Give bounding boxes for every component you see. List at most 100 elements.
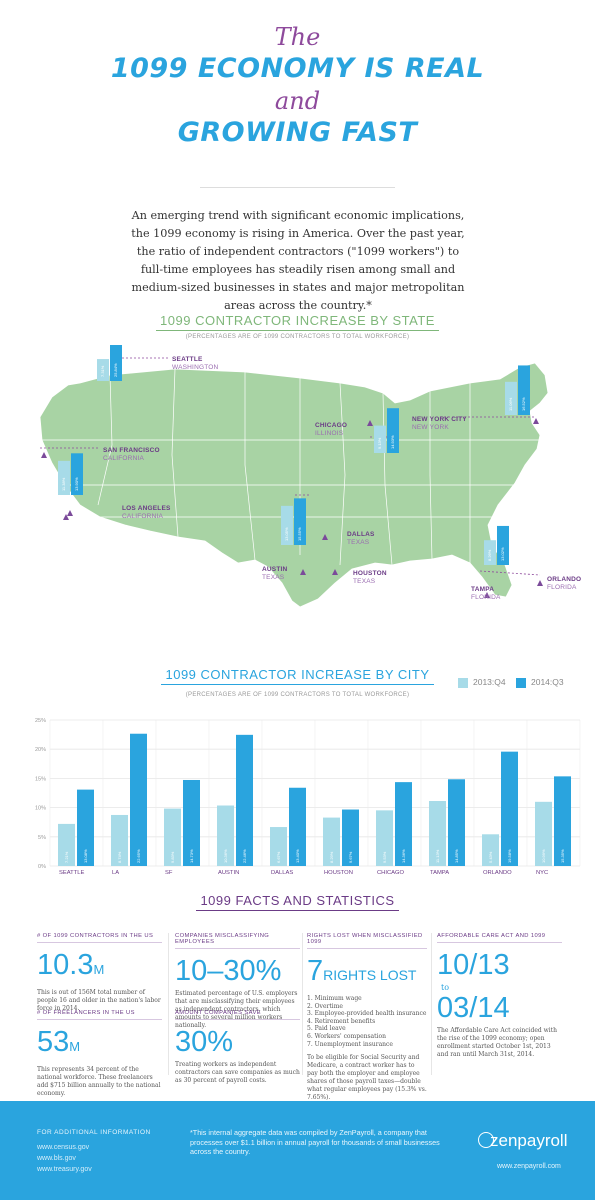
state-bar-2013 [281, 505, 293, 545]
state-bar-2013 [58, 460, 70, 495]
fact-description: Treating workers as independent contract… [175, 1061, 300, 1084]
state-section-title: 1099 CONTRACTOR INCREASE BY STATE [0, 313, 595, 331]
footer-link-bls[interactable]: www.bls.gov [37, 1155, 76, 1162]
city-bar [554, 776, 571, 866]
state-name: FLORIDA [471, 594, 501, 601]
city-bar [289, 787, 306, 866]
rights-list-item: 6. Workers' compensation [307, 1032, 386, 1040]
city-bar-value-label: 8.74% [117, 851, 122, 863]
header: The 1099 ECONOMY IS REAL and GROWING FAS… [0, 22, 595, 150]
map-label-orlando: ORLANDO FLORIDA [547, 576, 581, 592]
city-labels: 7.21% 13.08% SEATTLE 8.74% 22.65% LA 9.83% 14.7… [59, 849, 565, 876]
city-category-label: NYC [536, 870, 548, 876]
city-category-label: DALLAS [271, 870, 293, 876]
city-category-label: AUSTIN [218, 870, 239, 876]
state-section-subtitle: (PERCENTAGES ARE OF 1099 CONTRACTORS TO … [185, 334, 410, 340]
city-bar-value-label: 5.43% [488, 851, 493, 863]
footer-link-treasury[interactable]: www.treasury.gov [37, 1166, 92, 1173]
fact-freelancers: # OF FREELANCERS IN THE US 53M This repr… [37, 1010, 162, 1098]
map-label-dallas: DALLAS TEXAS [347, 531, 375, 547]
state-bar-label: 11.38% [61, 477, 66, 491]
map-label-los-angeles: LOS ANGELES CALIFORNIA [122, 505, 171, 521]
city-bar-value-label: 13.40% [295, 849, 300, 863]
footer-url[interactable]: www.zenpayroll.com [497, 1163, 561, 1170]
legend-label-2013: 2013:Q4 [473, 677, 506, 687]
rights-list-item: 2. Overtime [307, 1002, 343, 1010]
header-divider [200, 187, 395, 188]
state-bar-2014 [294, 498, 306, 545]
city-bar-value-label: 9.83% [170, 851, 175, 863]
state-bar-label: 13.05% [284, 527, 289, 541]
city-category-label: SF [165, 870, 173, 876]
city-category-label: TAMPA [430, 870, 449, 876]
fact-description: The Affordable Care Act coincided with t… [437, 1027, 557, 1058]
footer-link-census[interactable]: www.census.gov [37, 1144, 90, 1151]
city-section-subtitle: (PERCENTAGES ARE OF 1099 CONTRACTORS TO … [185, 692, 410, 698]
fact-aca: AFFORDABLE CARE ACT AND 1099 10/13 to 03… [437, 933, 562, 1059]
map-label-chicago: CHICAGO ILLINOIS [315, 422, 347, 438]
map-label-san-francisco: SAN FRANCISCO CALIFORNIA [103, 447, 160, 463]
legend-2014: 2014:Q3 [516, 677, 564, 688]
logo-ring-icon [478, 1132, 494, 1148]
fact-description: This is out of 156M total number of peop… [37, 989, 161, 1012]
map-label-seattle: SEATTLE WASHINGTON [172, 356, 218, 372]
rights-list-item: 3. Employee-provided health insurance [307, 1010, 427, 1018]
legend-swatch-2013 [458, 677, 468, 688]
city-bar-value-label: 14.36% [401, 849, 406, 863]
city-name: LOS ANGELES [122, 505, 171, 512]
map-marker-icon [67, 510, 73, 516]
fact-number: 7RIGHTS LOST [307, 955, 427, 991]
state-bar-2014 [518, 365, 530, 415]
y-tick-label: 5% [38, 835, 46, 841]
us-map: 7.31% 25.84% 11.38% 13.90% 9.13% 14.93% 11.06%… [39, 345, 549, 608]
city-section-title-text: 1099 CONTRACTOR INCREASE BY CITY [161, 667, 434, 685]
state-name: ILLINOIS [315, 430, 344, 437]
city-category-label: LA [112, 870, 119, 876]
city-bar [111, 814, 128, 866]
city-bar-chart: 0% 5% 10% 15% 20% 25% 7.21% 13.08% SEATTLE 8.74%… [35, 718, 581, 876]
city-name: NEW YORK CITY [412, 416, 467, 423]
city-bar [217, 805, 234, 866]
map-marker-icon [63, 514, 69, 520]
fact-label: # OF 1099 CONTRACTORS IN THE US [37, 933, 162, 943]
fact-number: 10–30% [175, 955, 282, 987]
fact-misclassifying: COMPANIES MISCLASSIFYING EMPLOYEES 10–30… [175, 933, 300, 1030]
city-bar-value-label: 8.29% [329, 851, 334, 863]
state-bar-label: 25.84% [113, 363, 118, 377]
legend-label-2014: 2014:Q3 [531, 677, 564, 687]
header-the: The [274, 23, 321, 51]
intro-paragraph: An emerging trend with significant econo… [131, 209, 465, 312]
map-marker-icon [332, 569, 338, 575]
header-title-line1: 1099 ECONOMY IS REAL [110, 53, 485, 84]
fact-number-unit: M [93, 962, 105, 977]
rights-list-item: 5. Paid leave [307, 1025, 346, 1033]
map-marker-icon [367, 420, 373, 426]
fact-contractors: # OF 1099 CONTRACTORS IN THE US 10.3M Th… [37, 933, 162, 1013]
legend-2013: 2013:Q4 [458, 677, 506, 688]
city-category-label: HOUSTON [324, 870, 353, 876]
state-name: TEXAS [347, 539, 370, 546]
rights-list-item: 7. Unemployment insurance [307, 1040, 393, 1048]
fact-label: RIGHTS LOST WHEN MISCLASSIFIED 1099 [307, 933, 427, 949]
footer-label: FOR ADDITIONAL INFORMATION [37, 1129, 151, 1136]
city-bar-value-label: 14.85% [454, 849, 459, 863]
map-marker-icon [537, 580, 543, 586]
state-bar-label: 8.26% [487, 549, 492, 561]
fact-number: 10.3M [37, 949, 162, 986]
state-name: TEXAS [262, 574, 285, 581]
city-category-label: SEATTLE [59, 870, 84, 876]
city-bar-value-label: 14.73% [189, 849, 194, 863]
rights-list-item: 1. Minimum wage [307, 995, 362, 1002]
city-name: SAN FRANCISCO [103, 447, 160, 454]
state-section-title-text: 1099 CONTRACTOR INCREASE BY STATE [156, 313, 439, 331]
logo-text: zenpayroll [490, 1131, 568, 1150]
map-marker-icon [484, 592, 490, 598]
city-name: AUSTIN [262, 566, 288, 573]
city-bar [270, 827, 287, 866]
city-name: TAMPA [471, 586, 495, 593]
city-bar [236, 734, 253, 866]
y-tick-label: 25% [35, 718, 46, 724]
city-category-label: ORLANDO [483, 870, 512, 876]
zenpayroll-logo[interactable]: zenpayroll [478, 1131, 578, 1151]
city-bar [58, 823, 75, 866]
